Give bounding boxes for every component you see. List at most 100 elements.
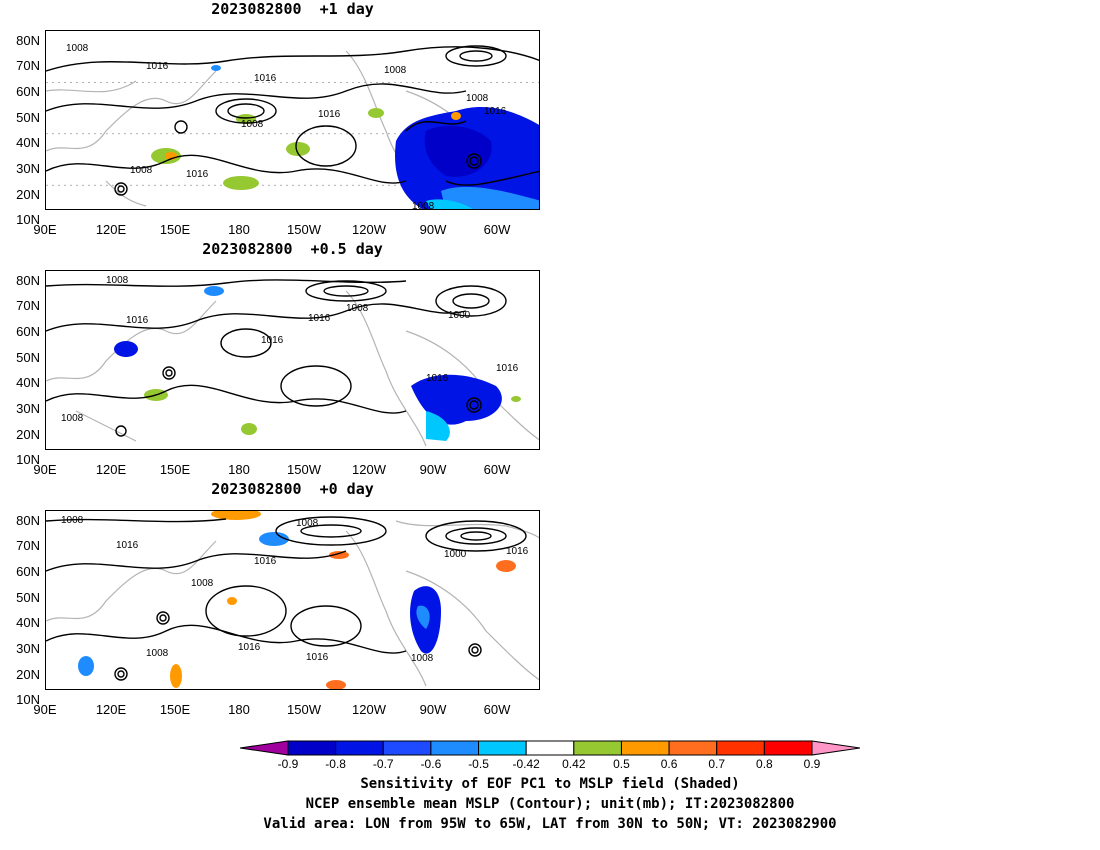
contour-label: 1008 bbox=[61, 515, 84, 526]
lon-label: 150W bbox=[287, 702, 321, 717]
lon-label: 150E bbox=[159, 702, 191, 717]
lon-label: 150E bbox=[159, 222, 191, 237]
contour-label: 1008 bbox=[146, 648, 169, 659]
lon-label: 120W bbox=[352, 462, 386, 477]
colorbar-box bbox=[382, 740, 432, 756]
contour-label: 1008 bbox=[191, 578, 214, 589]
lon-label: 120W bbox=[352, 222, 386, 237]
grid-lines bbox=[46, 82, 539, 186]
lon-label: 90E bbox=[33, 462, 57, 477]
lon-label: 60W bbox=[483, 702, 511, 717]
lon-label: 180 bbox=[228, 222, 250, 237]
lat-label: 70N bbox=[16, 58, 40, 73]
contour-label: 1016 bbox=[496, 363, 519, 374]
contour-label-group: 1008 1016 1008 1008 1016 1000 1016 1008 … bbox=[61, 515, 529, 664]
contour-label: 1016 bbox=[254, 73, 277, 84]
lat-label: 30N bbox=[16, 641, 40, 656]
map-plot: 1008 1016 1016 1008 1016 1016 1008 1008 … bbox=[46, 43, 539, 210]
lat-label: 40N bbox=[16, 135, 40, 150]
colorbar-tick-label: -0.5 bbox=[468, 757, 489, 771]
colorbar-box bbox=[668, 740, 718, 756]
lat-label: 30N bbox=[16, 401, 40, 416]
colorbar-left-arrow bbox=[239, 740, 289, 756]
lat-label: 60N bbox=[16, 84, 40, 99]
lon-label: 120E bbox=[95, 222, 127, 237]
contour-label: 1016 bbox=[261, 335, 284, 346]
sensitivity-shading bbox=[151, 65, 539, 209]
lon-label: 150W bbox=[287, 222, 321, 237]
contour-label: 1008 bbox=[241, 119, 264, 130]
contour-label: 1008 bbox=[412, 201, 435, 210]
contour-label: 1016 bbox=[426, 373, 449, 384]
colorbar-box bbox=[620, 740, 670, 756]
contour-label: 1008 bbox=[130, 165, 153, 176]
contour-label: 1016 bbox=[116, 540, 139, 551]
lat-label: 70N bbox=[16, 538, 40, 553]
lat-label: 80N bbox=[16, 513, 40, 528]
caption-line-1: Sensitivity of EOF PC1 to MSLP field (Sh… bbox=[360, 776, 740, 792]
lat-label: 10N bbox=[16, 692, 40, 707]
lat-label: 60N bbox=[16, 564, 40, 579]
contour-label: 1008 bbox=[411, 653, 434, 664]
lon-label: 120W bbox=[352, 702, 386, 717]
lon-label: 60W bbox=[483, 462, 511, 477]
colorbar-box bbox=[525, 740, 575, 756]
coastlines bbox=[46, 520, 539, 687]
contour-label: 1008 bbox=[384, 65, 407, 76]
colorbar-tick-label: -0.9 bbox=[277, 757, 299, 771]
colorbar-tick-label: -0.6 bbox=[420, 757, 442, 771]
lat-label: 50N bbox=[16, 590, 40, 605]
map-frame: 1008 1016 1016 1008 1016 1016 1008 1008 … bbox=[45, 30, 540, 210]
contour-label: 1008 bbox=[296, 518, 319, 529]
colorbar-tick-label: 0.8 bbox=[756, 757, 773, 771]
lon-label: 120E bbox=[95, 462, 127, 477]
lon-label: 60W bbox=[483, 222, 511, 237]
colorbar-box bbox=[287, 740, 337, 756]
caption-line-3: Valid area: LON from 95W to 65W, LAT fro… bbox=[263, 816, 837, 832]
lat-label: 20N bbox=[16, 667, 40, 682]
map-plot: 1008 1016 1008 1008 1016 1000 1016 1008 … bbox=[46, 511, 539, 689]
lat-label: 20N bbox=[16, 187, 40, 202]
colorbar-tick-label: 0.9 bbox=[803, 757, 821, 771]
panel-title: 2023082800 +0.5 day bbox=[202, 240, 383, 258]
mslp-contours bbox=[46, 45, 539, 196]
panel-title: 2023082800 +0 day bbox=[211, 480, 374, 498]
contour-label-group: 1008 1016 1016 1008 1016 1016 1008 1008 … bbox=[66, 43, 507, 210]
lon-label: 90W bbox=[419, 702, 447, 717]
contour-label: 1016 bbox=[318, 109, 341, 120]
caption-line-2: NCEP ensemble mean MSLP (Contour); unit(… bbox=[305, 796, 795, 812]
colorbar-boxes bbox=[239, 740, 861, 756]
colorbar-right-arrow bbox=[811, 740, 861, 756]
lat-label: 10N bbox=[16, 212, 40, 227]
lon-label: 150W bbox=[287, 462, 321, 477]
lat-label: 50N bbox=[16, 350, 40, 365]
colorbar-tick-label: -0.8 bbox=[325, 757, 346, 771]
contour-label: 1000 bbox=[444, 549, 467, 560]
colorbar-tick-label: -0.7 bbox=[372, 757, 394, 771]
lat-label: 30N bbox=[16, 161, 40, 176]
sensitivity-shading bbox=[78, 511, 516, 689]
contour-label: 1008 bbox=[106, 275, 129, 286]
lat-label: 40N bbox=[16, 375, 40, 390]
contour-label: 1016 bbox=[506, 546, 529, 557]
lat-label: 40N bbox=[16, 615, 40, 630]
contour-label: 1008 bbox=[466, 93, 489, 104]
colorbar-tick-label: 0.7 bbox=[708, 757, 726, 771]
mslp-contours bbox=[46, 516, 527, 681]
lon-label: 90E bbox=[33, 222, 57, 237]
lat-label: 70N bbox=[16, 298, 40, 313]
lat-label: 20N bbox=[16, 427, 40, 442]
colorbar-tick-label: 0.42 bbox=[562, 757, 586, 771]
contour-label: 1000 bbox=[448, 310, 471, 321]
lat-label: 80N bbox=[16, 33, 40, 48]
map-panel-1: 2023082800 +1 day bbox=[0, 0, 560, 240]
map-frame: 1008 1016 1008 1008 1016 1000 1016 1008 … bbox=[45, 510, 540, 690]
lon-label: 150E bbox=[159, 462, 191, 477]
contour-label: 1016 bbox=[254, 556, 277, 567]
colorbar-box bbox=[763, 740, 813, 756]
contour-label: 1016 bbox=[186, 169, 209, 180]
lon-label: 90W bbox=[419, 462, 447, 477]
colorbar-box bbox=[335, 740, 384, 756]
map-plot: 1008 1016 1016 1016 1008 1000 1016 1016 … bbox=[46, 275, 539, 447]
colorbar-box bbox=[430, 740, 480, 756]
